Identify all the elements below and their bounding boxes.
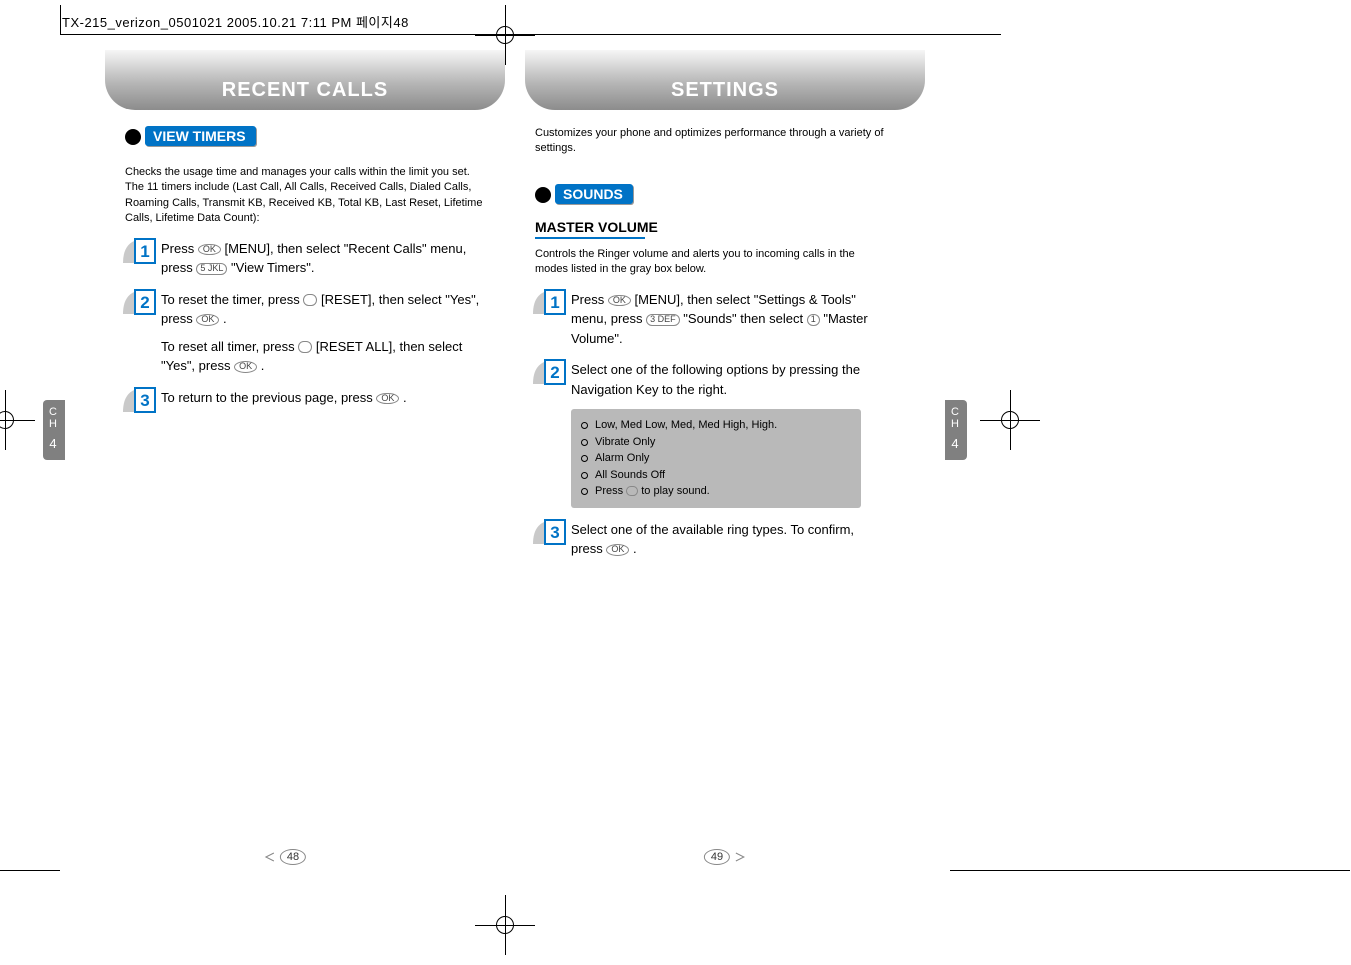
text: To return to the previous page, press: [161, 390, 376, 405]
text: To reset the timer, press: [161, 292, 303, 307]
chapter-letters: C H: [951, 406, 961, 430]
subsection-heading: MASTER VOLUME: [535, 219, 885, 241]
cut-line: [950, 870, 1350, 871]
chapter-tab-left: C H 4: [43, 400, 65, 460]
chapter-number: 4: [945, 436, 967, 451]
left-softkey-icon: [626, 486, 638, 496]
list-item: Vibrate Only: [581, 434, 851, 451]
bullet-icon: [535, 187, 551, 203]
text: "View Timers".: [231, 260, 314, 275]
step-3: 3 Select one of the available ring types…: [535, 520, 885, 559]
ok-key-icon: OK: [198, 244, 221, 256]
page-title: RECENT CALLS: [222, 79, 388, 102]
step-2-body: Select one of the following options by p…: [571, 360, 885, 399]
text: Press: [161, 241, 198, 256]
ok-key-icon: OK: [606, 544, 629, 556]
key-1-icon: 1: [807, 314, 820, 326]
registration-mark-right: [970, 380, 1050, 460]
list-item: Low, Med Low, Med, Med High, High.: [581, 417, 851, 434]
step-2-body: To reset the timer, press [RESET], then …: [161, 290, 485, 329]
ok-key-icon: OK: [608, 295, 631, 307]
cut-line: [0, 870, 60, 871]
step-number-3-icon: 3: [535, 520, 563, 544]
right-softkey-icon: [298, 341, 312, 353]
subsection-intro: Controls the Ringer volume and alerts yo…: [535, 247, 885, 278]
step-2: 2 Select one of the following options by…: [535, 360, 885, 399]
page-number-right: 49: [704, 849, 746, 865]
step-1-body: Press OK [MENU], then select "Settings &…: [571, 290, 885, 349]
chapter-letters: C H: [49, 406, 59, 430]
list-item: Alarm Only: [581, 450, 851, 467]
step-1-body: Press OK [MENU], then select "Recent Cal…: [161, 239, 485, 278]
page-title-pill: SETTINGS: [525, 50, 925, 110]
ok-key-icon: OK: [234, 361, 257, 373]
key-5-icon: 5 JKL: [196, 263, 227, 275]
list-item: Press to play sound.: [581, 483, 851, 500]
step-3-body: To return to the previous page, press OK…: [161, 388, 485, 408]
page-border-top: [60, 5, 1001, 35]
svg-text:1: 1: [140, 242, 149, 261]
pagenum-arrow-left-icon: [264, 851, 276, 863]
svg-text:1: 1: [550, 293, 559, 312]
options-box: Low, Med Low, Med, Med High, High. Vibra…: [571, 409, 861, 508]
step-2: 2 To reset the timer, press [RESET], the…: [125, 290, 485, 329]
step-3: 3 To return to the previous page, press …: [125, 388, 485, 412]
text: To reset all timer, press: [161, 339, 298, 354]
ok-key-icon: OK: [376, 393, 399, 405]
page-title-pill: RECENT CALLS: [105, 50, 505, 110]
svg-text:2: 2: [550, 363, 559, 382]
chapter-tab-right: C H 4: [945, 400, 967, 460]
page-number-value: 48: [280, 849, 306, 865]
bullet-icon: [125, 129, 141, 145]
step-number-2-icon: 2: [535, 360, 563, 384]
page-spread: C H 4 RECENT CALLS VIEW TIMERS Checks th…: [65, 40, 945, 900]
text: .: [223, 311, 227, 326]
text: Press: [571, 292, 608, 307]
svg-text:3: 3: [550, 523, 559, 542]
page-number-value: 49: [704, 849, 730, 865]
step-number-2-icon: 2: [125, 290, 153, 314]
step-number-1-icon: 1: [125, 239, 153, 263]
ok-key-icon: OK: [196, 314, 219, 326]
section-label: VIEW TIMERS: [145, 126, 256, 146]
text: .: [403, 390, 407, 405]
section-tag-view-timers: VIEW TIMERS: [125, 126, 256, 146]
chapter-number: 4: [43, 436, 65, 451]
section-tag-sounds: SOUNDS: [535, 184, 633, 204]
text: .: [261, 358, 265, 373]
page-right: C H 4 SETTINGS Customizes your phone and…: [505, 40, 945, 900]
text: Press: [595, 485, 626, 497]
registration-mark-left: [0, 380, 45, 460]
pagenum-arrow-right-icon: [734, 851, 746, 863]
step-number-3-icon: 3: [125, 388, 153, 412]
step-3-body: Select one of the available ring types. …: [571, 520, 885, 559]
text: to play sound.: [641, 485, 710, 497]
list-item: All Sounds Off: [581, 467, 851, 484]
step-2-followup: To reset all timer, press [RESET ALL], t…: [161, 337, 485, 376]
key-3-icon: 3 DEF: [646, 314, 680, 326]
step-1: 1 Press OK [MENU], then select "Settings…: [535, 290, 885, 349]
svg-text:3: 3: [140, 391, 149, 410]
left-softkey-icon: [303, 294, 317, 306]
page-number-left: 48: [264, 849, 306, 865]
text: "Sounds" then select: [683, 311, 806, 326]
text: .: [633, 541, 637, 556]
step-1: 1 Press OK [MENU], then select "Recent C…: [125, 239, 485, 278]
section-intro: Checks the usage time and manages your c…: [125, 165, 485, 227]
step-number-1-icon: 1: [535, 290, 563, 314]
page-title: SETTINGS: [671, 79, 779, 102]
section-label: SOUNDS: [555, 184, 633, 204]
page-left: C H 4 RECENT CALLS VIEW TIMERS Checks th…: [65, 40, 505, 900]
svg-text:2: 2: [140, 293, 149, 312]
page-intro: Customizes your phone and optimizes perf…: [535, 126, 885, 157]
